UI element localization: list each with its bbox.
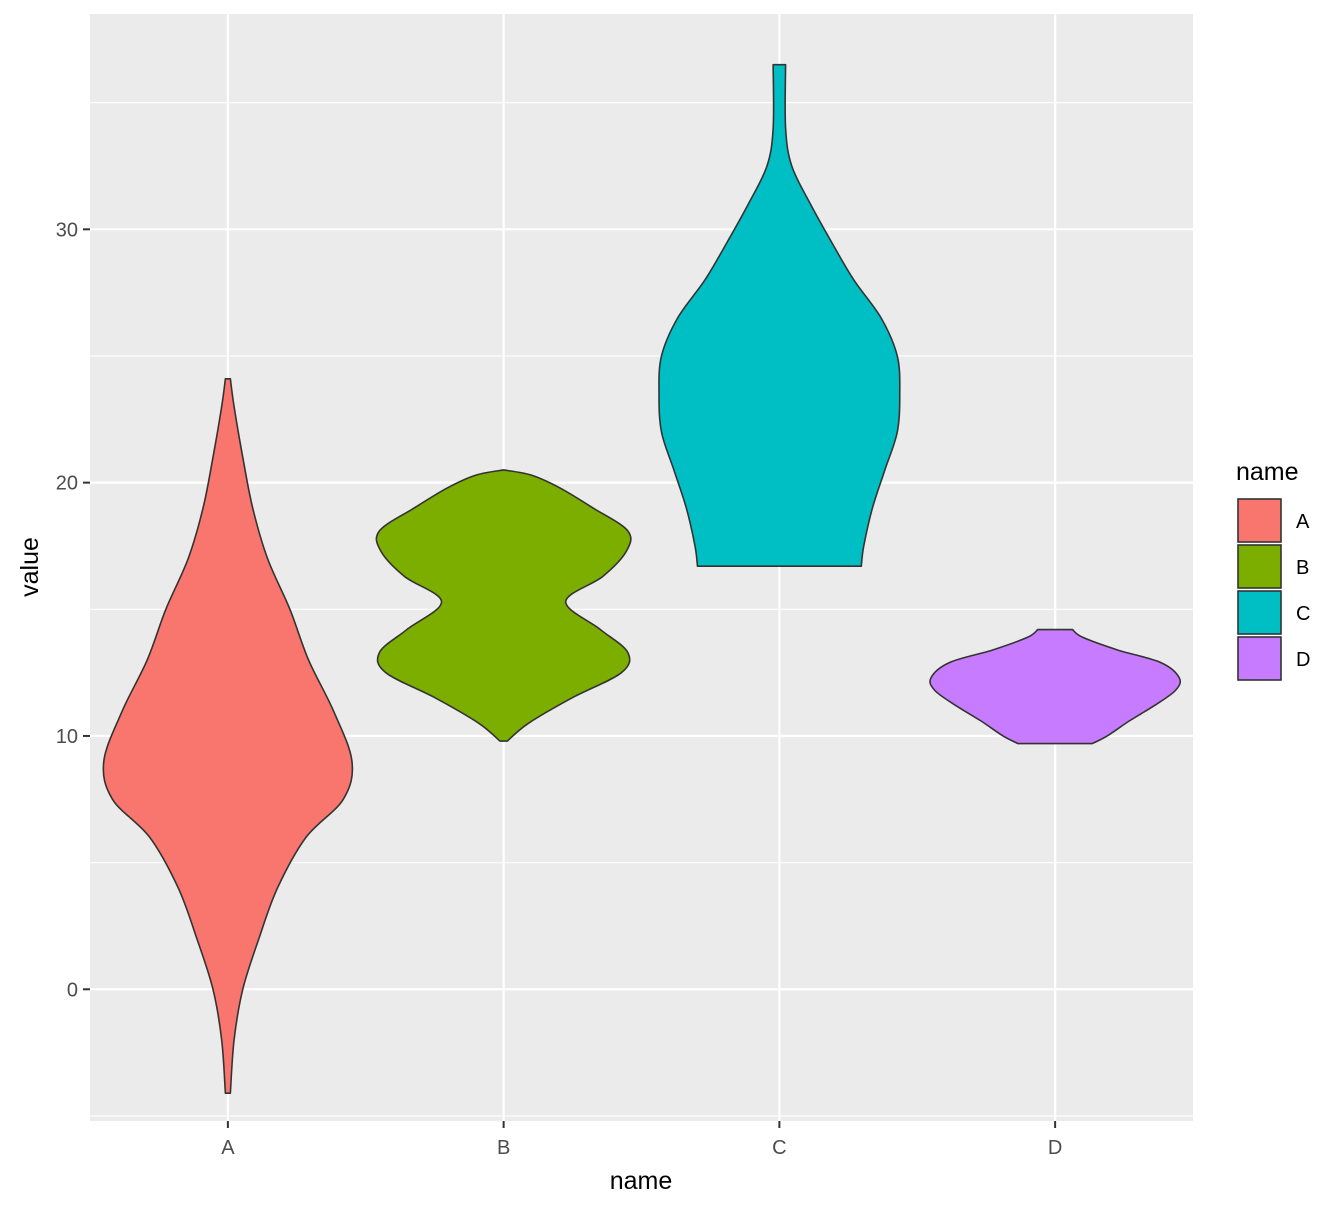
- violin-b: [375, 469, 632, 742]
- legend-key-d: [1237, 636, 1282, 681]
- legend: name A B C D: [1236, 458, 1310, 681]
- y-tick-label: 30: [56, 219, 78, 241]
- legend-label-c: C: [1296, 603, 1310, 625]
- plot-panel: [90, 14, 1193, 1121]
- y-tick-label: 20: [56, 473, 78, 495]
- legend-key-c: [1237, 590, 1282, 635]
- violins: [102, 63, 1182, 1094]
- y-tick-label: 0: [67, 979, 78, 1001]
- x-tick-label: D: [1048, 1137, 1062, 1159]
- violin-c: [658, 63, 901, 568]
- x-tick-label: C: [772, 1137, 786, 1159]
- violin-a: [102, 377, 354, 1094]
- y-tick-label: 10: [56, 726, 78, 748]
- legend-label-b: B: [1296, 557, 1309, 579]
- legend-title: name: [1236, 458, 1299, 486]
- legend-key-b: [1237, 544, 1282, 589]
- legend-key-a: [1237, 498, 1282, 543]
- legend-label-d: D: [1296, 649, 1310, 671]
- axes: 0 10 20 30 A B C D: [56, 219, 1063, 1159]
- y-axis-title: value: [16, 537, 44, 597]
- violin-d: [929, 628, 1182, 745]
- legend-label-a: A: [1296, 511, 1310, 533]
- x-tick-label: B: [497, 1137, 510, 1159]
- x-axis-title: name: [610, 1167, 673, 1195]
- x-tick-label: A: [221, 1137, 235, 1159]
